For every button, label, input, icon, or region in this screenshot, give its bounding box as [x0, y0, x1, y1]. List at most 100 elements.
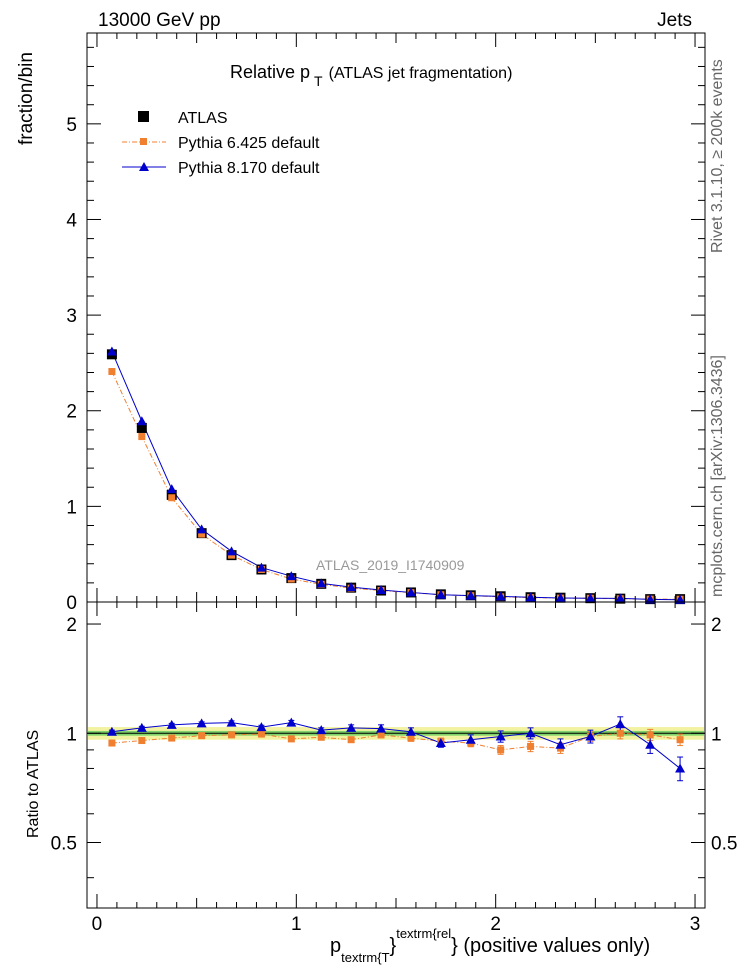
ratio-ytick-label: 2 [66, 615, 77, 636]
xlabel-main: p [330, 935, 341, 957]
pythia8-point [585, 593, 596, 603]
ratio-ytick-label-right: 2 [711, 615, 722, 636]
pythia8-ratio-point [316, 725, 327, 735]
pythia6-ratio-point [347, 736, 355, 744]
pythia8-point [316, 578, 327, 588]
pythia8-ratio-point [166, 719, 177, 729]
atlas-point [136, 422, 147, 433]
main-ytick-label: 0 [66, 593, 77, 614]
pythia6-ratio-point [108, 739, 116, 747]
pythia8-point [106, 346, 117, 356]
ratio-ytick-label-right: 0.5 [711, 834, 737, 855]
pythia8-point [435, 589, 446, 599]
pythia6-ratio-point [287, 735, 295, 743]
pythia8-ratio-point [525, 728, 536, 738]
pythia8-ratio-point [615, 719, 626, 729]
pythia8-ratio-point [256, 722, 267, 732]
pythia8-ratio-point [136, 722, 147, 732]
ratio-frame [86, 601, 706, 909]
ratio-band [87, 727, 705, 740]
pythia6-ratio-point [616, 729, 624, 737]
pythia6-ratio-point [527, 742, 535, 750]
pythia6-point [198, 530, 206, 538]
xtick-label: 1 [291, 914, 302, 935]
xlabel-sup: textrm{rel [396, 926, 451, 941]
pythia8-ratio-point [435, 738, 446, 748]
pythia8-point [555, 592, 566, 602]
legend-label-pythia6: Pythia 6.425 default [178, 135, 320, 152]
pythia8-ratio-point [465, 734, 476, 744]
pythia8-point [615, 593, 626, 603]
analysis-id: ATLAS_2019_I1740909 [316, 557, 465, 573]
pythia8-point [465, 590, 476, 600]
pythia6-ratio-point [257, 730, 265, 738]
pythia8-ratio-point [585, 731, 596, 741]
pythia6-ratio-point [317, 733, 325, 741]
pythia6-point [108, 368, 116, 376]
pythia8-ratio-point [675, 763, 686, 773]
pythia8-point [645, 594, 656, 604]
main-ytick-label: 4 [66, 210, 77, 231]
pythia8-point [495, 591, 506, 601]
ratio-ytick-label: 1 [66, 724, 77, 745]
pythia8-point [286, 571, 297, 581]
pythia6-ratio-point [198, 732, 206, 740]
pythia8-ratio-point [106, 726, 117, 736]
axes: 0 1 2 3 4 5 0 1 2 3 0.5 0.5 1 1 2 2 [51, 32, 737, 935]
pythia6-ratio-point [138, 737, 146, 745]
pythia6-ratio-point [168, 734, 176, 742]
legend-marker-pythia8 [139, 162, 149, 171]
pythia6-point [168, 494, 176, 502]
pythia8-ratio-point [286, 717, 297, 727]
pythia8-point [226, 546, 237, 556]
pythia8-point [675, 594, 686, 604]
pythia8-point [196, 524, 207, 534]
xtick-label: 2 [490, 914, 501, 935]
pythia8-ratio-point [226, 717, 237, 727]
main-plot-data [106, 346, 686, 605]
x-axis-title: ptextrm{T}textrm{rel} (positive values o… [330, 926, 650, 965]
xtick-label: 3 [690, 914, 701, 935]
legend-marker-atlas [138, 111, 149, 122]
pythia6-ratio-point [497, 746, 505, 754]
xlabel-rest: } (positive values only) [451, 935, 650, 957]
rivet-label: Rivet 3.1.10, ≥ 200k events [709, 59, 726, 253]
xtick-label: 0 [92, 914, 103, 935]
title-sub: T [314, 73, 323, 89]
pythia8-ratio-point [196, 718, 207, 728]
pythia6-ratio-point [407, 734, 415, 742]
pythia8-ratio-line [111, 722, 681, 769]
pythia8-ratio-point [555, 739, 566, 749]
main-ytick-label: 2 [66, 402, 77, 423]
mcplots-label: mcplots.cern.ch [arXiv:1306.3436] [709, 355, 726, 597]
pythia8-point [136, 416, 147, 426]
main-ylabel: fraction/bin [16, 52, 37, 145]
process-label: Jets [657, 10, 692, 31]
pythia6-ratio-point [377, 731, 385, 739]
pythia8-ratio-point [645, 739, 656, 749]
legend-label-atlas: ATLAS [178, 110, 228, 127]
pythia8-point [525, 592, 536, 602]
main-ytick-label: 1 [66, 497, 77, 518]
pythia8-ratio-point [495, 731, 506, 741]
legend-marker-pythia6 [140, 138, 147, 145]
ratio-ytick-label-right: 1 [711, 724, 722, 745]
pythia8-ratio-point [376, 723, 387, 733]
ratio-ylabel: Ratio to ATLAS [25, 730, 42, 838]
title-rest: (ATLAS jet fragmentation) [329, 65, 513, 82]
pythia8-ratio-point [346, 722, 357, 732]
main-ytick-label: 3 [66, 306, 77, 327]
pythia8-point [256, 562, 267, 572]
pythia6-ratio-point [676, 736, 684, 744]
pythia6-ratio-point [228, 731, 236, 739]
pythia8-point [405, 587, 416, 597]
xlabel-sub: textrm{T [341, 950, 389, 965]
pythia8-point [166, 484, 177, 494]
title-main: Relative p [230, 62, 310, 82]
pythia6-ratio-point [646, 731, 654, 739]
pythia8-point [346, 582, 357, 592]
legend-label-pythia8: Pythia 8.170 default [178, 160, 320, 177]
pythia8-ratio-point [405, 726, 416, 736]
pythia8-point [376, 585, 387, 595]
